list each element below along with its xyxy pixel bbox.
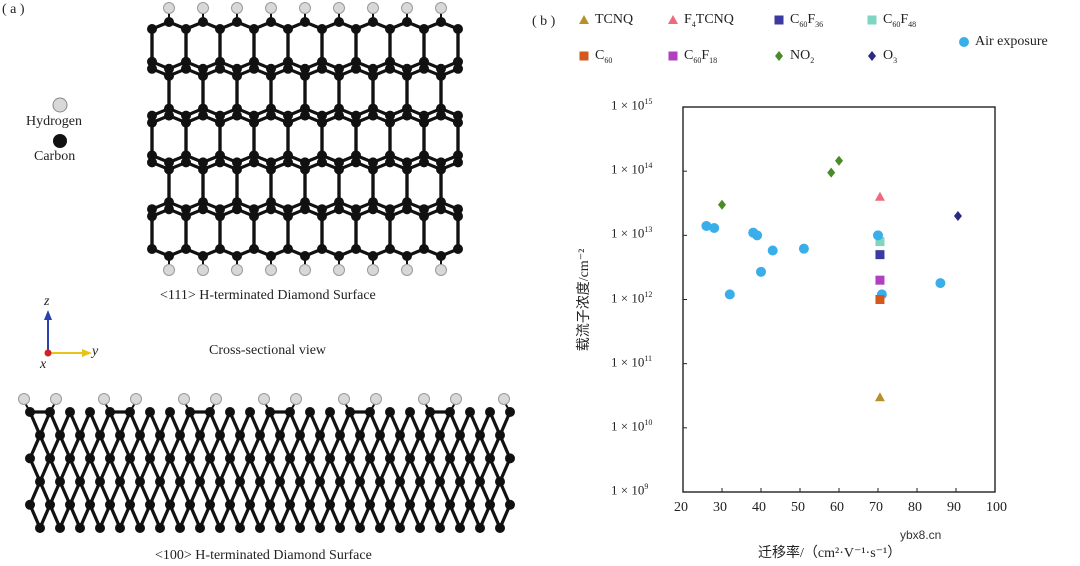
legend-marker	[868, 51, 876, 62]
legend-label: Air exposure	[975, 34, 1048, 49]
surface-100-caption: <100> H-terminated Diamond Surface	[155, 548, 372, 563]
legend-marker-shape	[774, 15, 784, 25]
axis-z-head	[44, 310, 52, 320]
x-tick-label: 60	[830, 500, 844, 515]
axis-x-label: x	[40, 357, 47, 372]
data-point-air-exposure	[756, 266, 766, 277]
legend-marker-shape	[868, 51, 876, 62]
data-point-no2	[718, 199, 726, 210]
data-point-tcnq	[874, 392, 885, 402]
legend-label: NO2	[790, 48, 815, 65]
x-tick-label: 20	[674, 500, 688, 515]
x-tick-label: 90	[947, 500, 961, 515]
y-tick-label: 1 × 109	[611, 482, 649, 498]
legend-marker-shape	[579, 15, 589, 24]
legend-item-c60f36: C60F36	[773, 12, 823, 29]
legend-marker-shape	[867, 15, 877, 25]
x-tick-label: 70	[869, 500, 883, 515]
legend-label: C60F36	[790, 12, 824, 29]
x-tick-label: 50	[791, 500, 805, 515]
legend-marker	[668, 15, 678, 25]
legend-marker-shape	[579, 51, 589, 61]
y-tick-label: 1 × 1014	[611, 161, 653, 177]
data-point-no2	[827, 167, 836, 178]
panel-a-label: ( a )	[2, 2, 25, 17]
legend-marker-shape	[959, 37, 969, 47]
data-point-o3	[953, 211, 962, 222]
y-axis-label: 载流子浓度/cm⁻²	[577, 248, 592, 352]
carbon-label: Carbon	[34, 149, 76, 164]
legend-label: C60	[595, 48, 613, 65]
legend-item-c60f18: C60F18	[667, 48, 717, 65]
legend-marker-shape	[668, 51, 678, 61]
legend-marker	[668, 51, 678, 61]
legend-item-o3: O3	[866, 48, 897, 65]
x-tick-label: 30	[713, 500, 727, 515]
y-tick-label: 1 × 1012	[611, 289, 653, 305]
y-tick-label: 1 × 1015	[611, 97, 653, 113]
y-tick-label: 1 × 1010	[611, 417, 653, 434]
axis-y-head	[82, 349, 92, 357]
carbon-legend-icon	[53, 134, 67, 148]
data-point-no2	[835, 155, 843, 166]
y-tick-label: 1 × 1013	[611, 225, 653, 241]
legend-marker-shape	[668, 15, 678, 25]
lattice-100-structure	[18, 393, 515, 533]
x-tick-label: 80	[908, 500, 922, 515]
hydrogen-label: Hydrogen	[26, 114, 82, 129]
watermark: ybx8.cn	[900, 528, 942, 542]
data-point-air-exposure	[709, 223, 720, 234]
legend-marker	[774, 15, 784, 25]
data-point-air-exposure	[724, 289, 735, 300]
legend-marker	[579, 51, 589, 61]
data-point-c60f18	[875, 275, 885, 285]
data-point-c60f36	[875, 250, 885, 260]
legend-item-tcnq: TCNQ	[578, 12, 633, 28]
data-point-air-exposure	[701, 220, 712, 231]
axis-z-label: z	[44, 294, 50, 309]
x-tick-label: 40	[752, 500, 766, 515]
data-point-c60f48	[875, 237, 885, 247]
legend-label: O3	[883, 48, 898, 65]
cross-section-caption: Cross-sectional view	[209, 343, 327, 358]
legend-marker	[959, 37, 969, 47]
panel-b-label: ( b )	[532, 14, 556, 29]
legend-item-f4tcnq: F4TCNQ	[667, 12, 734, 29]
data-point-f4tcnq	[874, 191, 885, 201]
legend-item-air-exposure: Air exposure	[958, 34, 1048, 50]
lattice-111-structure	[147, 2, 463, 276]
legend-marker	[579, 15, 589, 24]
legend-marker	[867, 15, 877, 25]
data-point-air-exposure	[935, 278, 946, 289]
legend-label: C60F48	[883, 12, 917, 29]
diamond-lattice-figure	[18, 2, 515, 533]
x-tick-label: 100	[986, 500, 1007, 515]
legend-label: C60F18	[684, 48, 718, 65]
hydrogen-legend-icon	[52, 97, 68, 113]
x-axis-label: 迁移率/（cm²·V⁻¹·s⁻¹）	[758, 546, 902, 561]
data-point-air-exposure	[798, 243, 809, 254]
legend-label: TCNQ	[595, 12, 634, 27]
data-point-air-exposure	[767, 245, 778, 256]
data-point-air-exposure	[873, 230, 883, 241]
legend-label: F4TCNQ	[684, 12, 734, 29]
legend-item-no2: NO2	[773, 48, 814, 65]
y-tick-label: 1 × 1011	[611, 353, 653, 369]
legend-marker-shape	[775, 51, 783, 62]
legend-marker	[775, 51, 783, 62]
data-point-air-exposure	[752, 230, 763, 241]
data-point-c60	[875, 295, 885, 304]
axis-y-label: y	[92, 344, 99, 359]
surface-111-caption: <111> H-terminated Diamond Surface	[160, 288, 376, 303]
legend-item-c60: C60	[578, 48, 612, 65]
coordinate-axes	[44, 310, 92, 357]
legend-item-c60f48: C60F48	[866, 12, 916, 29]
axis-x-dot	[44, 349, 52, 357]
